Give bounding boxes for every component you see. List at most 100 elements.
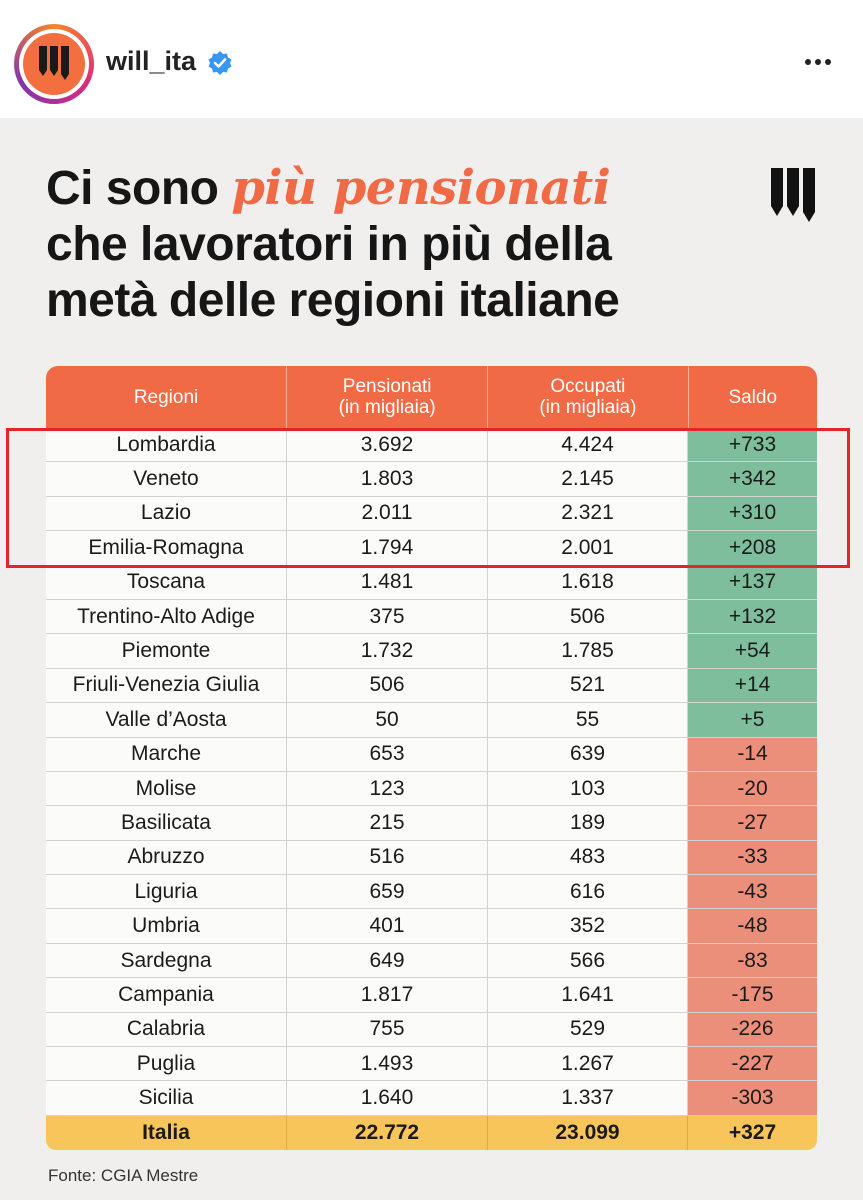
cell-saldo: +342 [688, 462, 817, 496]
cell-region: Emilia-Romagna [46, 531, 287, 565]
cell-pensionati: 506 [287, 668, 488, 703]
headline-part-3: metà delle regioni italiane [46, 274, 620, 327]
cell-region: Friuli-Venezia Giulia [46, 668, 287, 703]
cell-region: Piemonte [46, 634, 287, 668]
cell-region: Umbria [46, 909, 287, 943]
cell-saldo: -303 [688, 1081, 817, 1115]
cell-region: Marche [46, 737, 287, 771]
cell-saldo: +310 [688, 496, 817, 531]
table-row: Valle d’Aosta 50 55 +5 [46, 703, 817, 738]
cell-pensionati: 1.493 [287, 1047, 488, 1081]
table-row: Umbria 401 352 -48 [46, 909, 817, 944]
cell-occupati: 639 [488, 737, 688, 771]
table-row: Veneto 1.803 2.145 +342 [46, 462, 817, 497]
cell-region: Abruzzo [46, 840, 287, 875]
header-occupati-label: Occupati [550, 376, 626, 397]
table-row: Emilia-Romagna 1.794 2.001 +208 [46, 531, 817, 566]
cell-pensionati: 1.803 [287, 462, 488, 496]
more-horizontal-icon[interactable] [800, 50, 836, 74]
headline-part-1: Ci sono [46, 162, 232, 215]
cell-pensionati: 755 [287, 1012, 488, 1047]
cell-pensionati: 653 [287, 737, 488, 771]
table-row: Lazio 2.011 2.321 +310 [46, 496, 817, 532]
table-row: Liguria 659 616 -43 [46, 875, 817, 910]
table-header: Regioni Pensionati (in migliaia) Occupati… [46, 366, 817, 428]
cell-region: Molise [46, 771, 287, 806]
cell-occupati: 1.267 [488, 1047, 688, 1081]
cell-region: Trentino-Alto Adige [46, 599, 287, 634]
cell-occupati: 529 [488, 1012, 688, 1047]
cell-occupati: 521 [488, 668, 688, 703]
table-row: Piemonte 1.732 1.785 +54 [46, 634, 817, 669]
cell-region: Campania [46, 978, 287, 1012]
table-row: Marche 653 639 -14 [46, 737, 817, 772]
headline: Ci sono più pensionati che lavoratori in… [46, 160, 746, 329]
cell-pensionati: 649 [287, 943, 488, 978]
total-saldo: +327 [728, 1120, 777, 1144]
cell-saldo: -226 [688, 1012, 817, 1047]
cell-region: Lombardia [46, 428, 287, 462]
cell-saldo: -20 [688, 771, 817, 806]
cell-saldo: -227 [688, 1047, 817, 1081]
cell-occupati: 616 [488, 875, 688, 909]
cell-occupati: 55 [488, 703, 688, 737]
table-row: Puglia 1.493 1.267 -227 [46, 1047, 817, 1082]
cell-saldo: -43 [688, 875, 817, 909]
verified-badge-icon [208, 51, 232, 75]
cell-saldo: -48 [688, 909, 817, 943]
cell-region: Sardegna [46, 943, 287, 978]
username[interactable]: will_ita [106, 46, 197, 76]
cell-occupati: 4.424 [488, 428, 688, 462]
cell-pensionati: 215 [287, 806, 488, 840]
cell-saldo: +14 [688, 668, 817, 703]
cell-occupati: 1.618 [488, 565, 688, 599]
will-logo-icon [39, 46, 69, 80]
cell-occupati: 2.145 [488, 462, 688, 496]
cell-pensionati: 1.732 [287, 634, 488, 668]
cell-pensionati: 1.640 [287, 1081, 488, 1115]
table-row: Trentino-Alto Adige 375 506 +132 [46, 599, 817, 635]
headline-accent: più pensionati [231, 160, 611, 216]
cell-saldo: +137 [688, 565, 817, 599]
cell-pensionati: 2.011 [287, 496, 488, 531]
total-region: Italia [46, 1115, 287, 1150]
header-pensionati: Pensionati (in migliaia) [287, 366, 489, 428]
cell-region: Calabria [46, 1012, 287, 1047]
table-row: Calabria 755 529 -226 [46, 1012, 817, 1048]
cell-saldo: +208 [688, 531, 817, 565]
table-row: Campania 1.817 1.641 -175 [46, 978, 817, 1013]
cell-occupati: 352 [488, 909, 688, 943]
cell-region: Veneto [46, 462, 287, 496]
cell-saldo: +54 [688, 634, 817, 668]
cell-region: Liguria [46, 875, 287, 909]
cell-occupati: 566 [488, 943, 688, 978]
header-occupati: Occupati (in migliaia) [488, 366, 689, 428]
cell-occupati: 1.785 [488, 634, 688, 668]
cell-saldo: -27 [688, 806, 817, 840]
cell-saldo: +5 [688, 703, 817, 737]
cell-region: Sicilia [46, 1081, 287, 1115]
header-pensionati-label: Pensionati [342, 376, 432, 397]
cell-occupati: 189 [488, 806, 688, 840]
cell-region: Lazio [46, 496, 287, 531]
table-total-row: Italia 22.772 23.099 +327 [46, 1115, 817, 1150]
cell-region: Toscana [46, 565, 287, 599]
table-row: Abruzzo 516 483 -33 [46, 840, 817, 876]
cell-pensionati: 123 [287, 771, 488, 806]
cell-pensionati: 3.692 [287, 428, 488, 462]
cell-saldo: -83 [688, 943, 817, 978]
cell-occupati: 2.321 [488, 496, 688, 531]
header-saldo: Saldo [728, 386, 778, 408]
cell-occupati: 2.001 [488, 531, 688, 565]
header-regioni: Regioni [46, 366, 288, 428]
cell-occupati: 506 [488, 599, 688, 634]
cell-saldo: -33 [688, 840, 817, 875]
cell-pensionati: 516 [287, 840, 488, 875]
avatar[interactable] [14, 24, 94, 104]
cell-region: Valle d’Aosta [46, 703, 287, 737]
headline-part-2: che lavoratori in più della [46, 218, 612, 271]
header-pensionati-unit: (in migliaia) [338, 397, 436, 418]
table-row: Lombardia 3.692 4.424 +733 [46, 428, 817, 463]
highlight-box [6, 428, 850, 568]
post-header: will_ita [0, 0, 863, 118]
